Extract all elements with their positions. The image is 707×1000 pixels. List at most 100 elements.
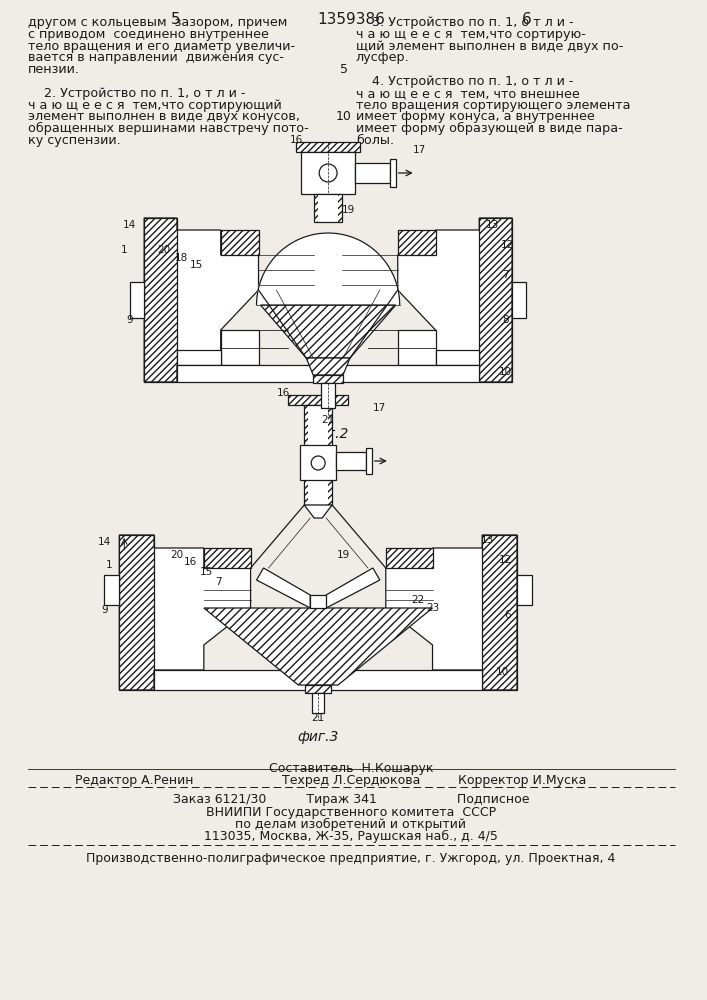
Bar [204, 548, 250, 568]
Polygon shape [144, 218, 259, 382]
Bar [398, 230, 436, 255]
Circle shape [319, 164, 337, 182]
Text: другом с кольцевым  зазором, причем: другом с кольцевым зазором, причем [28, 16, 287, 29]
Bar [386, 548, 433, 568]
Text: 1: 1 [121, 245, 127, 255]
Bar [288, 395, 348, 405]
Bar [300, 445, 336, 480]
Text: 19: 19 [337, 550, 350, 560]
Text: вается в направлении  движения сус-: вается в направлении движения сус- [28, 51, 284, 64]
Text: 10: 10 [498, 367, 512, 377]
Text: болы.: болы. [356, 134, 394, 147]
Text: ку суспензии.: ку суспензии. [28, 134, 121, 147]
Text: 14: 14 [98, 537, 111, 547]
Bar [366, 448, 372, 474]
Bar [296, 142, 360, 152]
Polygon shape [304, 505, 332, 518]
Text: элемент выполнен в виде двух конусов,: элемент выполнен в виде двух конусов, [28, 110, 300, 123]
Bar [119, 535, 154, 690]
Bar [314, 194, 318, 222]
Text: 113035, Москва, Ж-35, Раушская наб., д. 4/5: 113035, Москва, Ж-35, Раушская наб., д. … [204, 830, 498, 843]
Text: 6: 6 [522, 12, 532, 27]
Text: лусфер.: лусфер. [356, 51, 410, 64]
Text: щий элемент выполнен в виде двух по-: щий элемент выполнен в виде двух по- [356, 40, 624, 53]
Bar [310, 595, 326, 608]
Bar [204, 548, 250, 568]
Bar [390, 159, 396, 187]
Text: 7: 7 [216, 577, 222, 587]
Text: 13: 13 [486, 220, 499, 230]
Text: 9: 9 [126, 315, 133, 325]
Bar [479, 218, 512, 382]
Bar [328, 405, 332, 505]
Text: по делам изобретений и открытий: по делам изобретений и открытий [235, 818, 467, 831]
Bar [221, 330, 259, 365]
Text: 9: 9 [101, 605, 107, 615]
Text: 21: 21 [322, 415, 334, 425]
Text: имеет форму образующей в виде пара-: имеет форму образующей в виде пара- [356, 122, 623, 135]
Text: тело вращения сортирующего элемента: тело вращения сортирующего элемента [356, 99, 631, 112]
Text: 8: 8 [502, 315, 508, 325]
Text: 12: 12 [501, 240, 514, 250]
Polygon shape [119, 535, 250, 690]
Bar [338, 194, 342, 222]
Bar [304, 405, 308, 505]
Text: Корректор И.Муска: Корректор И.Муска [458, 774, 587, 787]
Text: Редактор А.Ренин: Редактор А.Ренин [74, 774, 193, 787]
Bar [296, 142, 360, 152]
Text: 13: 13 [481, 535, 493, 545]
Text: с приводом  соединено внутреннее: с приводом соединено внутреннее [28, 28, 269, 41]
Text: 16: 16 [185, 557, 197, 567]
Polygon shape [257, 233, 399, 305]
Text: ч а ю щ е е с я  тем,что сортирующий: ч а ю щ е е с я тем,что сортирующий [28, 99, 281, 112]
Bar [105, 575, 119, 605]
Text: пензии.: пензии. [28, 63, 80, 76]
Text: тело вращения и его диаметр увеличи-: тело вращения и его диаметр увеличи- [28, 40, 295, 53]
Text: 18: 18 [175, 253, 187, 263]
Polygon shape [306, 358, 350, 375]
Text: 15: 15 [200, 567, 214, 577]
Bar [144, 218, 177, 382]
Bar [305, 685, 331, 693]
Bar [479, 218, 512, 382]
Bar [130, 282, 144, 318]
Text: 5: 5 [171, 12, 181, 27]
Polygon shape [260, 305, 396, 358]
Bar [154, 670, 482, 690]
Bar [119, 535, 154, 690]
Text: фиг.2: фиг.2 [308, 427, 349, 441]
Text: 10: 10 [496, 667, 509, 677]
Text: 20: 20 [170, 550, 184, 560]
Text: 22: 22 [411, 595, 424, 605]
Text: 2. Устройство по п. 1, о т л и -: 2. Устройство по п. 1, о т л и - [28, 87, 245, 100]
Bar [386, 548, 433, 568]
Polygon shape [326, 568, 380, 608]
Bar [355, 163, 390, 183]
Text: 1: 1 [106, 560, 112, 570]
Bar [288, 395, 348, 405]
Bar [398, 230, 436, 255]
Text: 10: 10 [336, 110, 352, 123]
Text: Производственно-полиграфическое предприятие, г. Ужгород, ул. Проектная, 4: Производственно-полиграфическое предприя… [86, 852, 616, 865]
Bar [312, 693, 324, 713]
Bar [436, 350, 479, 365]
Text: 20: 20 [158, 245, 170, 255]
Bar [304, 405, 332, 505]
Text: 6: 6 [504, 610, 510, 620]
Text: обращенных вершинами навстречу пото-: обращенных вершинами навстречу пото- [28, 122, 308, 135]
Bar [336, 452, 366, 470]
Polygon shape [386, 535, 517, 690]
Text: 4. Устройство по п. 1, о т л и -: 4. Устройство по п. 1, о т л и - [356, 75, 573, 88]
Text: 21: 21 [312, 713, 325, 723]
Bar [482, 535, 517, 690]
Bar [301, 152, 355, 194]
Bar [314, 194, 342, 222]
Text: имеет форму конуса, а внутреннее: имеет форму конуса, а внутреннее [356, 110, 595, 123]
Polygon shape [257, 568, 310, 608]
Bar [321, 383, 335, 408]
Text: ч а ю щ е е с я  тем, что внешнее: ч а ю щ е е с я тем, что внешнее [356, 87, 580, 100]
Bar [221, 230, 259, 255]
Text: ч а ю щ е е с я  тем,что сортирую-: ч а ю щ е е с я тем,что сортирую- [356, 28, 586, 41]
Polygon shape [398, 218, 512, 382]
Bar [144, 218, 177, 382]
